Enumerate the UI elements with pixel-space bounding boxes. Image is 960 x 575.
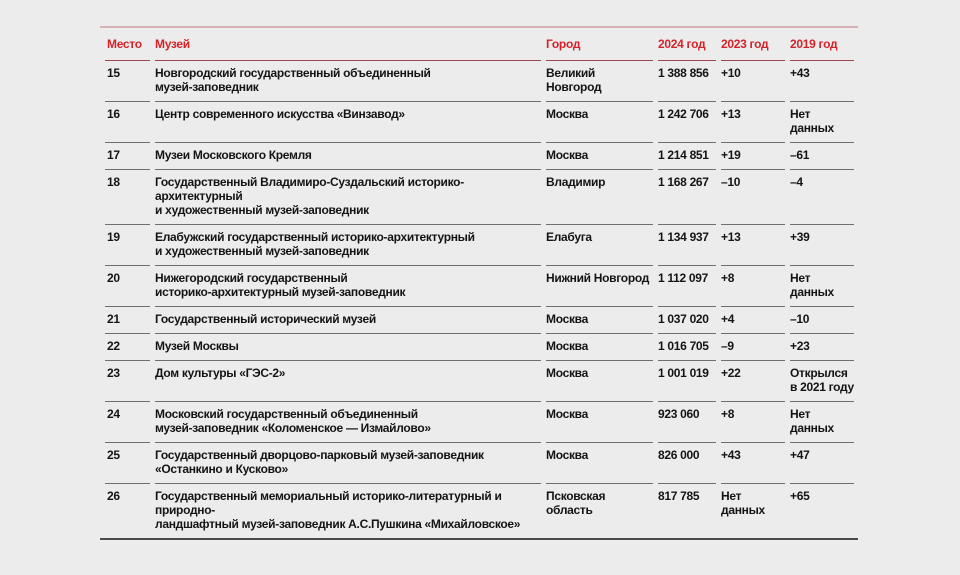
cell-museum-name: Музеи Московского Кремля	[155, 143, 541, 170]
cell-2024-value: 1 001 019	[658, 361, 716, 402]
cell-place: 25	[105, 443, 150, 484]
cell-2019-change: +47	[790, 443, 854, 484]
cell-museum-name: Дом культуры «ГЭС-2»	[155, 361, 541, 402]
col-header-2024: 2024 год	[658, 28, 716, 61]
cell-place: 23	[105, 361, 150, 402]
cell-city: Нижний Новгород	[546, 266, 653, 307]
cell-2024-value: 1 214 851	[658, 143, 716, 170]
museums-ranking-table-wrap: Место Музей Город 2024 год 2023 год 2019…	[100, 26, 858, 540]
cell-2019-change: Нет данных	[790, 402, 854, 443]
table-row: 17 Музеи Московского Кремля Москва 1 214…	[105, 143, 854, 170]
col-header-place: Место	[105, 28, 150, 61]
cell-2024-value: 1 168 267	[658, 170, 716, 225]
cell-place: 17	[105, 143, 150, 170]
cell-2024-value: 923 060	[658, 402, 716, 443]
cell-2019-change: +39	[790, 225, 854, 266]
cell-place: 24	[105, 402, 150, 443]
table-row: 24 Московский государственный объединенн…	[105, 402, 854, 443]
cell-museum-name: Елабужский государственный историко-архи…	[155, 225, 541, 266]
cell-city: Москва	[546, 443, 653, 484]
table-row: 19 Елабужский государственный историко-а…	[105, 225, 854, 266]
cell-2023-change: +8	[721, 266, 785, 307]
cell-2024-value: 1 134 937	[658, 225, 716, 266]
cell-2023-change: Нет данных	[721, 489, 765, 517]
cell-2023-change: +8	[721, 402, 785, 443]
cell-2023-change: +13	[721, 102, 785, 143]
table-row: 20 Нижегородский государственный историк…	[105, 266, 854, 307]
cell-2019-change: +23	[790, 334, 854, 361]
cell-2019-change: –61	[790, 143, 854, 170]
cell-museum-name: Московский государственный объединенный …	[155, 402, 541, 443]
cell-2019-change: –4	[790, 170, 854, 225]
table-row: 21 Государственный исторический музей Мо…	[105, 307, 854, 334]
table-row: 15 Новгородский государственный объедине…	[105, 61, 854, 102]
table-row: 18 Государственный Владимиро-Суздальский…	[105, 170, 854, 225]
cell-museum-name: Государственный мемориальный историко-ли…	[155, 489, 521, 531]
cell-place: 16	[105, 102, 150, 143]
col-header-museum: Музей	[155, 28, 541, 61]
cell-place: 15	[105, 61, 150, 102]
cell-2024-value: 817 785	[658, 489, 700, 503]
table-header-row: Место Музей Город 2024 год 2023 год 2019…	[105, 28, 854, 61]
cell-2024-value: 1 016 705	[658, 334, 716, 361]
cell-2023-change: +22	[721, 361, 785, 402]
cell-2019-change: Нет данных	[790, 102, 854, 143]
cell-museum-name: Государственный Владимиро-Суздальский ис…	[155, 170, 541, 225]
table-row: 26 Государственный мемориальный историко…	[105, 484, 854, 538]
cell-2023-change: +4	[721, 307, 785, 334]
table-row: 23 Дом культуры «ГЭС-2» Москва 1 001 019…	[105, 361, 854, 402]
cell-2023-change: –9	[721, 334, 785, 361]
museums-table: Место Музей Город 2024 год 2023 год 2019…	[100, 28, 859, 538]
cell-2024-value: 1 037 020	[658, 307, 716, 334]
cell-2023-change: +19	[721, 143, 785, 170]
cell-place: 19	[105, 225, 150, 266]
cell-2019-change: Открылся в 2021 году	[790, 361, 854, 402]
cell-city: Владимир	[546, 170, 653, 225]
cell-city: Москва	[546, 307, 653, 334]
cell-2019-change: Нет данных	[790, 266, 854, 307]
cell-2023-change: +13	[721, 225, 785, 266]
cell-museum-name: Государственный исторический музей	[155, 307, 541, 334]
cell-place: 18	[105, 170, 150, 225]
cell-2019-change: –10	[790, 307, 854, 334]
table-row: 22 Музей Москвы Москва 1 016 705 –9 +23	[105, 334, 854, 361]
cell-2023-change: +43	[721, 443, 785, 484]
cell-place: 22	[105, 334, 150, 361]
table-row: 25 Государственный дворцово-парковый муз…	[105, 443, 854, 484]
table-bottom-rule	[100, 538, 858, 540]
col-header-2019: 2019 год	[790, 28, 854, 61]
cell-2024-value: 826 000	[658, 443, 716, 484]
cell-place: 21	[105, 307, 150, 334]
cell-2023-change: +10	[721, 61, 785, 102]
cell-museum-name: Новгородский государственный объединенны…	[155, 61, 541, 102]
cell-city: Москва	[546, 402, 653, 443]
cell-2024-value: 1 388 856	[658, 61, 716, 102]
cell-museum-name: Музей Москвы	[155, 334, 541, 361]
cell-2024-value: 1 242 706	[658, 102, 716, 143]
cell-museum-name: Центр современного искусства «Винзавод»	[155, 102, 541, 143]
cell-city: Москва	[546, 102, 653, 143]
cell-2019-change: +43	[790, 61, 854, 102]
table-row: 16 Центр современного искусства «Винзаво…	[105, 102, 854, 143]
cell-city: Елабуга	[546, 225, 653, 266]
cell-museum-name: Нижегородский государственный историко-а…	[155, 266, 541, 307]
cell-city: Псковская область	[546, 489, 606, 517]
cell-city: Москва	[546, 143, 653, 170]
col-header-city: Город	[546, 28, 653, 61]
cell-2023-change: –10	[721, 170, 785, 225]
cell-2019-change: +65	[790, 489, 810, 503]
cell-city: Москва	[546, 334, 653, 361]
cell-museum-name: Государственный дворцово-парковый музей-…	[155, 443, 541, 484]
cell-city: Великий Новгород	[546, 61, 653, 102]
col-header-2023: 2023 год	[721, 28, 785, 61]
cell-place: 20	[105, 266, 150, 307]
cell-place: 26	[107, 489, 120, 503]
cell-2024-value: 1 112 097	[658, 266, 716, 307]
cell-city: Москва	[546, 361, 653, 402]
